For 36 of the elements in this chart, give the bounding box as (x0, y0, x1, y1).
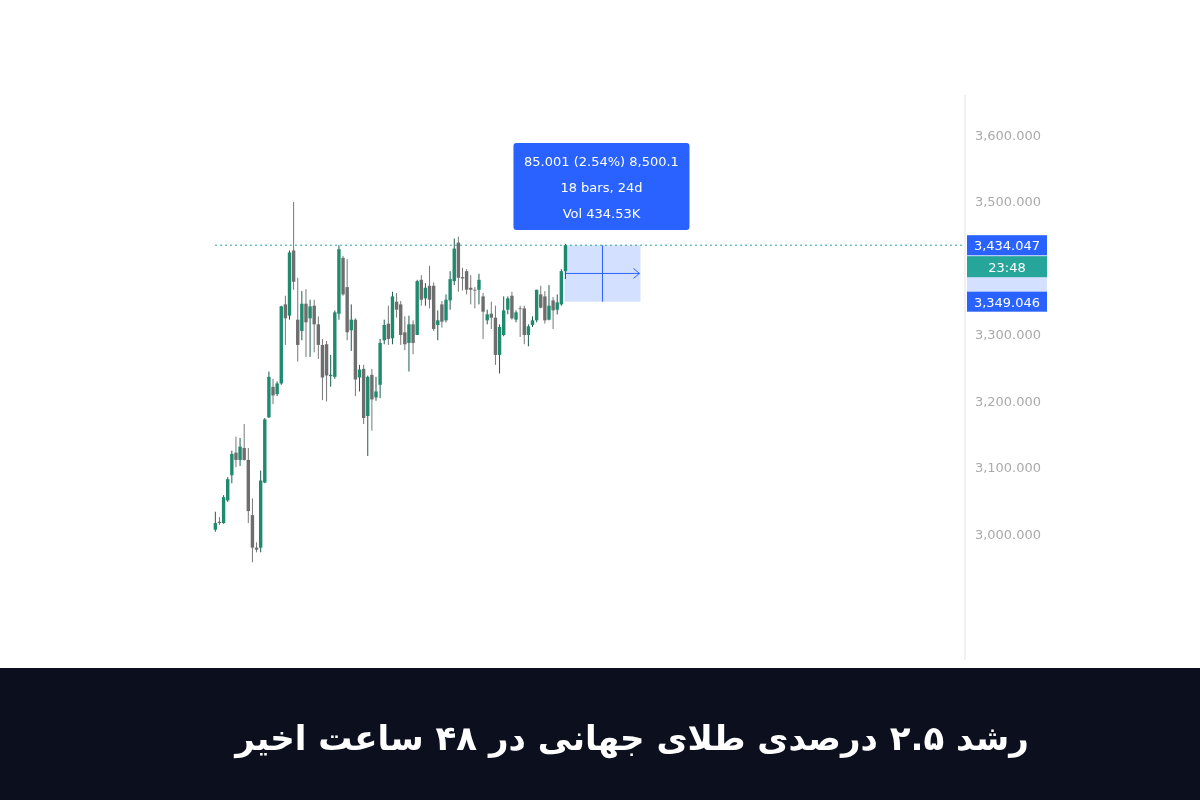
candlestick (242, 423, 246, 462)
measure-label: 85.001 (2.54%) 8,500.1 18 bars, 24d Vol 434.53K (513, 143, 690, 230)
candlestick (238, 437, 242, 467)
candlestick (464, 268, 469, 295)
annotation: 85.001 (2.54%) 8,500.1 (524, 154, 679, 169)
candlestick (473, 286, 477, 309)
candlestick (308, 299, 312, 358)
y-tick-label: 3,300.000 (974, 327, 1042, 343)
candlestick (547, 284, 551, 321)
candlestick (440, 300, 444, 329)
candlestick (518, 305, 522, 338)
candlestick (316, 315, 321, 360)
candlestick (436, 309, 440, 341)
text: رشد ۲.۵ درصدی طلای جهانی در ۴۸ ساعت اخیر (233, 718, 1029, 759)
y-tick-label: 3,500.000 (974, 194, 1042, 210)
candlestick (271, 378, 275, 405)
candlestick (526, 323, 531, 347)
candlestick (477, 273, 481, 305)
y-tick-label: 3,100.000 (974, 460, 1042, 476)
candlestick (407, 315, 411, 373)
candlestick (510, 291, 514, 321)
y-tick-label: 3,600.000 (974, 127, 1042, 143)
y-tick-label: 3,000.000 (974, 526, 1042, 542)
candlestick (304, 288, 308, 358)
candlestick (234, 436, 238, 468)
candlestick (543, 290, 547, 325)
y-tick-label: 3,200.000 (974, 393, 1042, 409)
text: 3,349.046 (973, 294, 1041, 310)
annotation: Vol 434.53K (562, 206, 641, 221)
annotation: 18 bars, 24d (560, 180, 643, 195)
candlestick (481, 292, 485, 340)
candlestick (230, 450, 234, 484)
ref-line-label: 3,434.047 (973, 238, 1041, 254)
candlestick (551, 296, 555, 330)
candlestick (411, 319, 415, 355)
text: 23:48 (988, 260, 1026, 276)
